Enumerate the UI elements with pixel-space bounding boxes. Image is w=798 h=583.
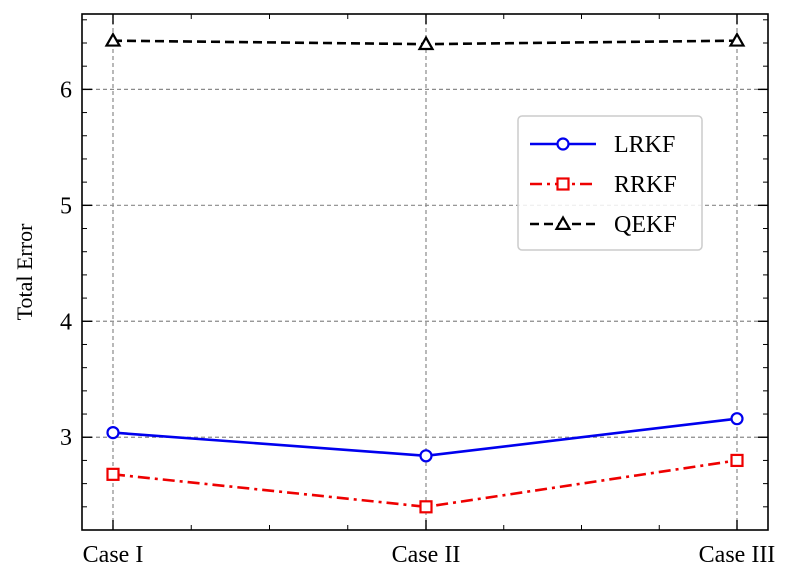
y-tick-label: 5 [60, 193, 72, 219]
ticks [82, 14, 768, 530]
legend-label-rrkf: RRKF [614, 172, 677, 198]
plot-frame [81, 13, 769, 531]
series-rrkf [106, 453, 744, 514]
point-rrkf [730, 453, 744, 468]
series-layer [104, 31, 746, 514]
series-line-rrkf [112, 459, 738, 509]
series-qekf [104, 31, 746, 51]
y-axis-label: Total Error [12, 223, 37, 320]
point-qekf [728, 31, 746, 47]
legend-entry-rrkf: RRKF [530, 172, 677, 198]
point-rrkf [419, 500, 433, 514]
legend-label-lrkf: LRKF [614, 132, 675, 158]
legend-marker-rrkf [556, 177, 570, 191]
point-qekf [104, 31, 122, 47]
legend-label-qekf: QEKF [614, 212, 677, 238]
point-lrkf [730, 412, 744, 426]
grid [82, 14, 768, 530]
y-tick-label: 3 [60, 425, 72, 451]
legend-marker-lrkf [556, 137, 570, 151]
point-lrkf [106, 425, 120, 440]
y-tick-label: 4 [60, 309, 72, 335]
point-rrkf [106, 467, 120, 481]
x-tick-label: Case III [699, 542, 776, 568]
point-qekf [417, 35, 435, 51]
y-tick-label: 6 [60, 77, 72, 103]
legend-entry-lrkf: LRKF [530, 132, 675, 158]
x-tick-label: Case I [83, 542, 144, 568]
point-lrkf [419, 449, 433, 463]
tick-labels: Case I Case II Case III 3 4 5 6 [60, 77, 775, 568]
series-lrkf [106, 412, 744, 463]
legend-entry-qekf: QEKF [530, 212, 677, 238]
legend: LRKF RRKF QEKF [517, 115, 703, 251]
legend-marker-qekf [554, 215, 572, 230]
x-tick-label: Case II [392, 542, 461, 568]
